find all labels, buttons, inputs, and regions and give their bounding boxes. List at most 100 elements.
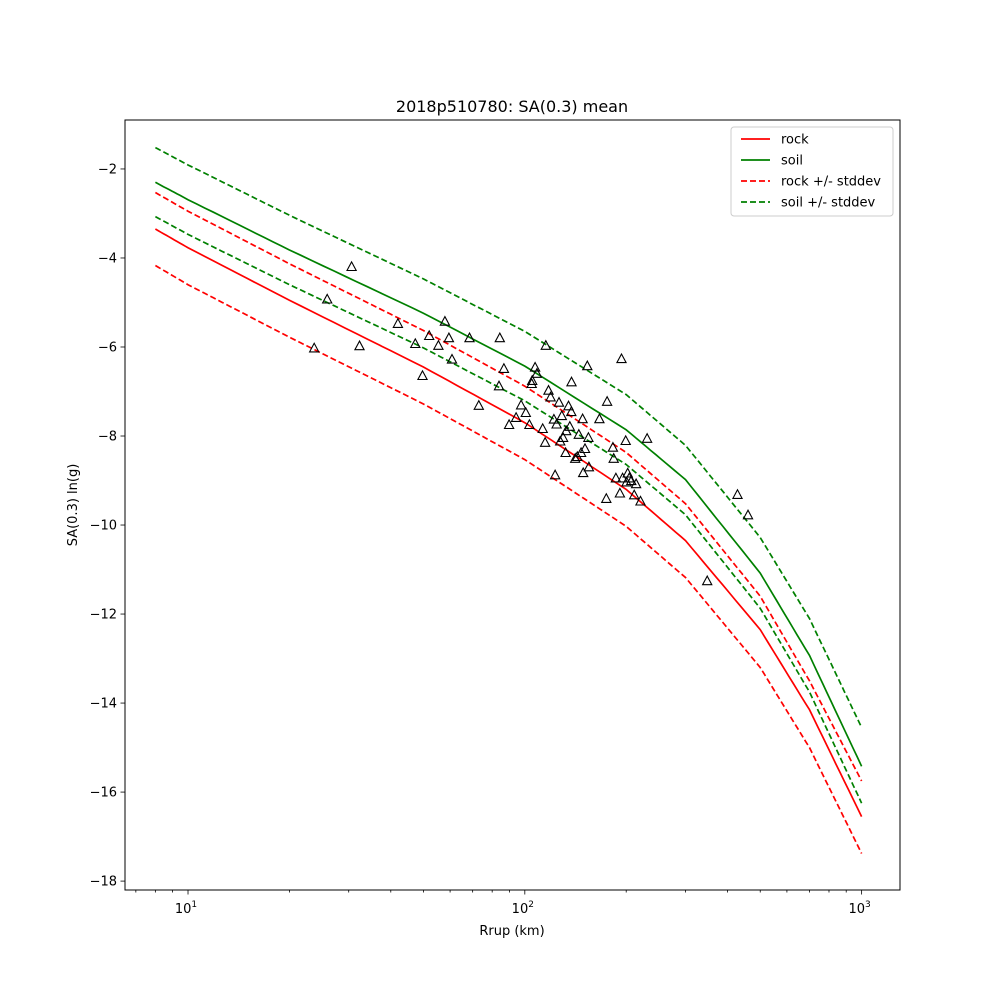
observation-marker <box>701 574 713 586</box>
series-line-soil <box>154 181 863 767</box>
plot-frame <box>124 119 901 891</box>
observation-marker <box>473 399 485 410</box>
observation-marker <box>577 412 589 424</box>
observation-marker <box>579 442 591 454</box>
chart-title: 2018p510780: SA(0.3) mean <box>396 97 628 116</box>
observation-marker <box>416 369 429 381</box>
observation-marker <box>446 353 458 364</box>
series-layer <box>154 146 863 854</box>
series-line-soil-minus <box>154 215 863 804</box>
series-line-rock-minus <box>154 264 863 854</box>
observation-marker <box>353 339 366 351</box>
observation-marker <box>564 420 576 431</box>
x-tick-base: 10 <box>848 902 865 917</box>
observation-marker <box>494 331 506 343</box>
observation-marker <box>545 391 557 402</box>
y-tick-label: −10 <box>90 519 117 534</box>
x-tick-label: 103 <box>848 900 870 917</box>
observation-marker <box>731 488 744 499</box>
x-tick-base: 10 <box>175 902 192 917</box>
legend-label-2: rock +/- stddev <box>781 175 881 190</box>
observation-marker <box>582 431 594 442</box>
observation-marker <box>556 409 568 421</box>
x-tick-label: 101 <box>175 900 197 917</box>
observation-marker <box>537 422 549 434</box>
observation-marker <box>560 446 572 458</box>
observation-marker <box>600 492 612 503</box>
x-tick-base: 10 <box>512 902 529 917</box>
observation-marker <box>620 434 632 446</box>
observation-marker <box>634 495 647 506</box>
observation-marker <box>321 293 333 304</box>
observation-marker <box>548 413 560 424</box>
axis-layer: 101 102 103−18−16−14−12−10−8−6−4−2 <box>90 162 871 917</box>
observation-marker <box>617 472 629 483</box>
observation-marker <box>439 315 451 326</box>
observation-marker <box>641 432 653 443</box>
legend: rock soil rock +/- stddev soil +/- stddev <box>730 126 894 217</box>
x-tick-exponent: 1 <box>191 900 197 910</box>
observation-marker <box>549 469 561 480</box>
legend-box <box>730 126 894 217</box>
observation-marker <box>540 339 552 350</box>
legend-label-3: soil +/- stddev <box>781 196 876 211</box>
observation-marker <box>503 418 515 430</box>
observation-marker <box>569 452 581 463</box>
observation-marker <box>581 359 593 371</box>
observation-marker <box>562 400 575 411</box>
legend-label-0: rock <box>781 133 809 148</box>
observation-marker <box>608 452 620 463</box>
series-line-rock-plus <box>154 191 863 782</box>
observation-marker <box>493 380 505 391</box>
y-tick-label: −12 <box>90 608 117 623</box>
x-axis-title: Rrup (km) <box>479 924 544 939</box>
observation-marker <box>623 472 635 483</box>
x-tick-label: 102 <box>512 900 534 917</box>
observation-marker <box>523 418 535 430</box>
observation-marker <box>498 362 510 373</box>
observation-marker <box>515 399 527 410</box>
y-tick-label: −2 <box>98 162 117 177</box>
observation-marker <box>443 331 455 343</box>
observation-marker <box>392 317 404 328</box>
y-tick-label: −6 <box>98 340 117 355</box>
observation-marker <box>615 352 628 364</box>
y-tick-label: −8 <box>98 430 117 445</box>
observation-marker <box>607 441 619 452</box>
series-line-soil-plus <box>155 146 863 728</box>
observation-marker <box>565 405 577 417</box>
observation-marker <box>526 374 538 385</box>
observation-marker <box>593 412 605 424</box>
observation-marker <box>542 384 555 395</box>
observation-marker <box>628 489 640 500</box>
x-tick-exponent: 3 <box>865 900 871 910</box>
observation-marker <box>630 477 642 489</box>
observation-marker <box>346 260 358 272</box>
observation-marker <box>601 395 613 406</box>
observation-marker <box>510 411 522 422</box>
observation-marker <box>308 342 320 353</box>
observation-marker <box>583 461 595 472</box>
legend-label-1: soil <box>781 154 803 169</box>
observation-marker <box>520 406 532 418</box>
observations-layer <box>308 260 754 586</box>
observation-marker <box>539 436 551 447</box>
x-tick-exponent: 2 <box>528 900 534 910</box>
observation-marker <box>610 472 622 483</box>
y-axis-title: SA(0.3) ln(g) <box>66 464 81 547</box>
observation-marker <box>463 331 476 343</box>
observation-marker <box>553 396 565 407</box>
observation-marker <box>573 428 585 439</box>
observation-marker <box>554 435 566 446</box>
y-tick-label: −18 <box>90 875 117 890</box>
observation-marker <box>526 377 538 389</box>
observation-marker <box>423 329 435 341</box>
observation-marker <box>625 474 637 486</box>
observation-marker <box>614 487 626 498</box>
observation-marker <box>432 339 444 350</box>
y-tick-label: −16 <box>90 786 117 801</box>
observation-marker <box>551 418 563 429</box>
observation-marker <box>742 509 754 520</box>
observation-marker <box>557 431 569 442</box>
